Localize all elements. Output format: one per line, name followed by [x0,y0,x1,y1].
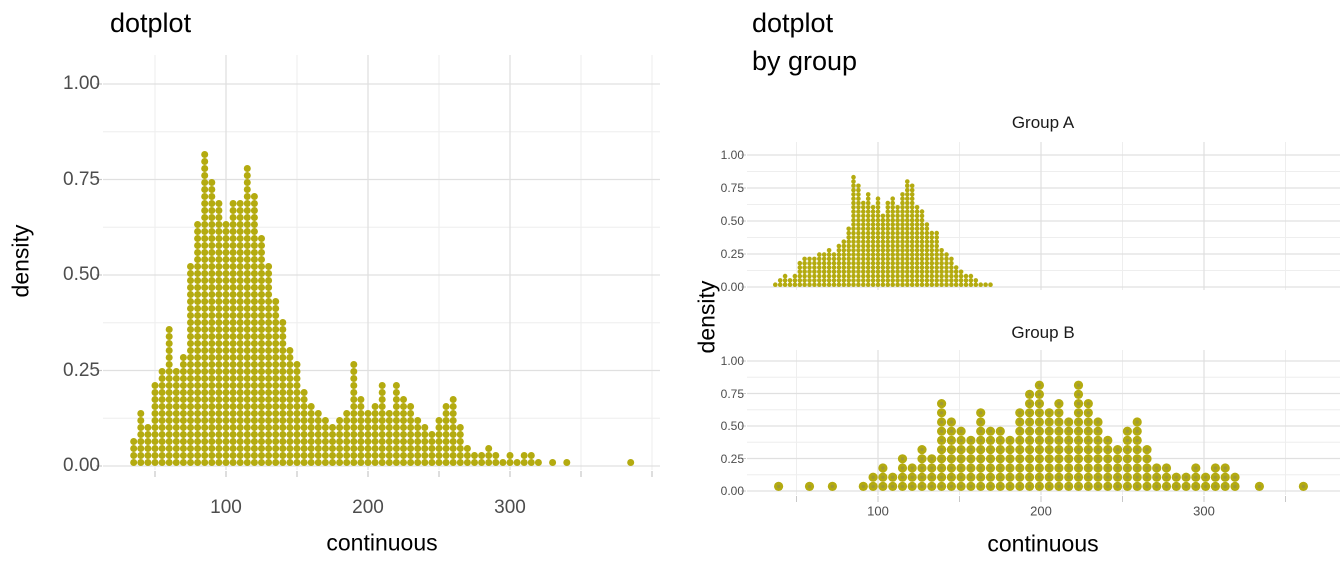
y-tick-label: 0.50 [720,419,744,433]
right-y-axis-title: density [693,280,720,354]
y-tick-label: 0.25 [720,247,744,261]
facet-b-y-ticks [741,360,746,492]
y-tick-label: 1.00 [63,73,100,94]
left-dot-stacks [130,151,635,466]
y-tick-label: 0.00 [720,484,744,498]
left-plot-title: dotplot [110,8,192,38]
y-tick-label: 0.75 [720,386,744,401]
left-axis-ticks [96,83,653,477]
y-tick-label: 1.00 [720,354,744,368]
x-tick-label: 200 [1030,503,1052,519]
right-x-axis-title: continuous [987,530,1099,557]
y-tick-label: 0.25 [720,451,744,466]
right-plot-title-line-2: by group [752,46,858,76]
x-tick-label: 100 [867,503,889,519]
y-tick-label: 0.00 [63,455,100,476]
y-tick-label: 0.00 [720,280,744,294]
y-tick-label: 0.25 [63,359,100,381]
y-tick-label: 0.75 [63,168,100,190]
facet-b-dot-stacks [774,380,1308,491]
facet-label-group-a: Group A [1011,113,1075,132]
x-tick-label: 200 [352,497,384,518]
y-tick-label: 0.75 [720,181,744,195]
y-tick-label: 0.50 [720,214,744,228]
right-axis-ticks [796,496,1286,502]
facet-label-group-b: Group B [1011,323,1075,342]
y-tick-label: 0.50 [63,264,100,285]
y-tick-label: 1.00 [720,148,744,162]
x-tick-label: 100 [210,497,242,518]
x-tick-label: 300 [494,497,526,518]
facet-a-y-ticks [741,154,746,288]
right-plot-title-line-1: dotplot [752,8,834,38]
left-y-axis-title: density [7,224,34,298]
left-x-axis-title: continuous [326,529,438,556]
x-tick-label: 300 [1193,503,1215,519]
facet-a-dot-stacks [773,174,993,288]
